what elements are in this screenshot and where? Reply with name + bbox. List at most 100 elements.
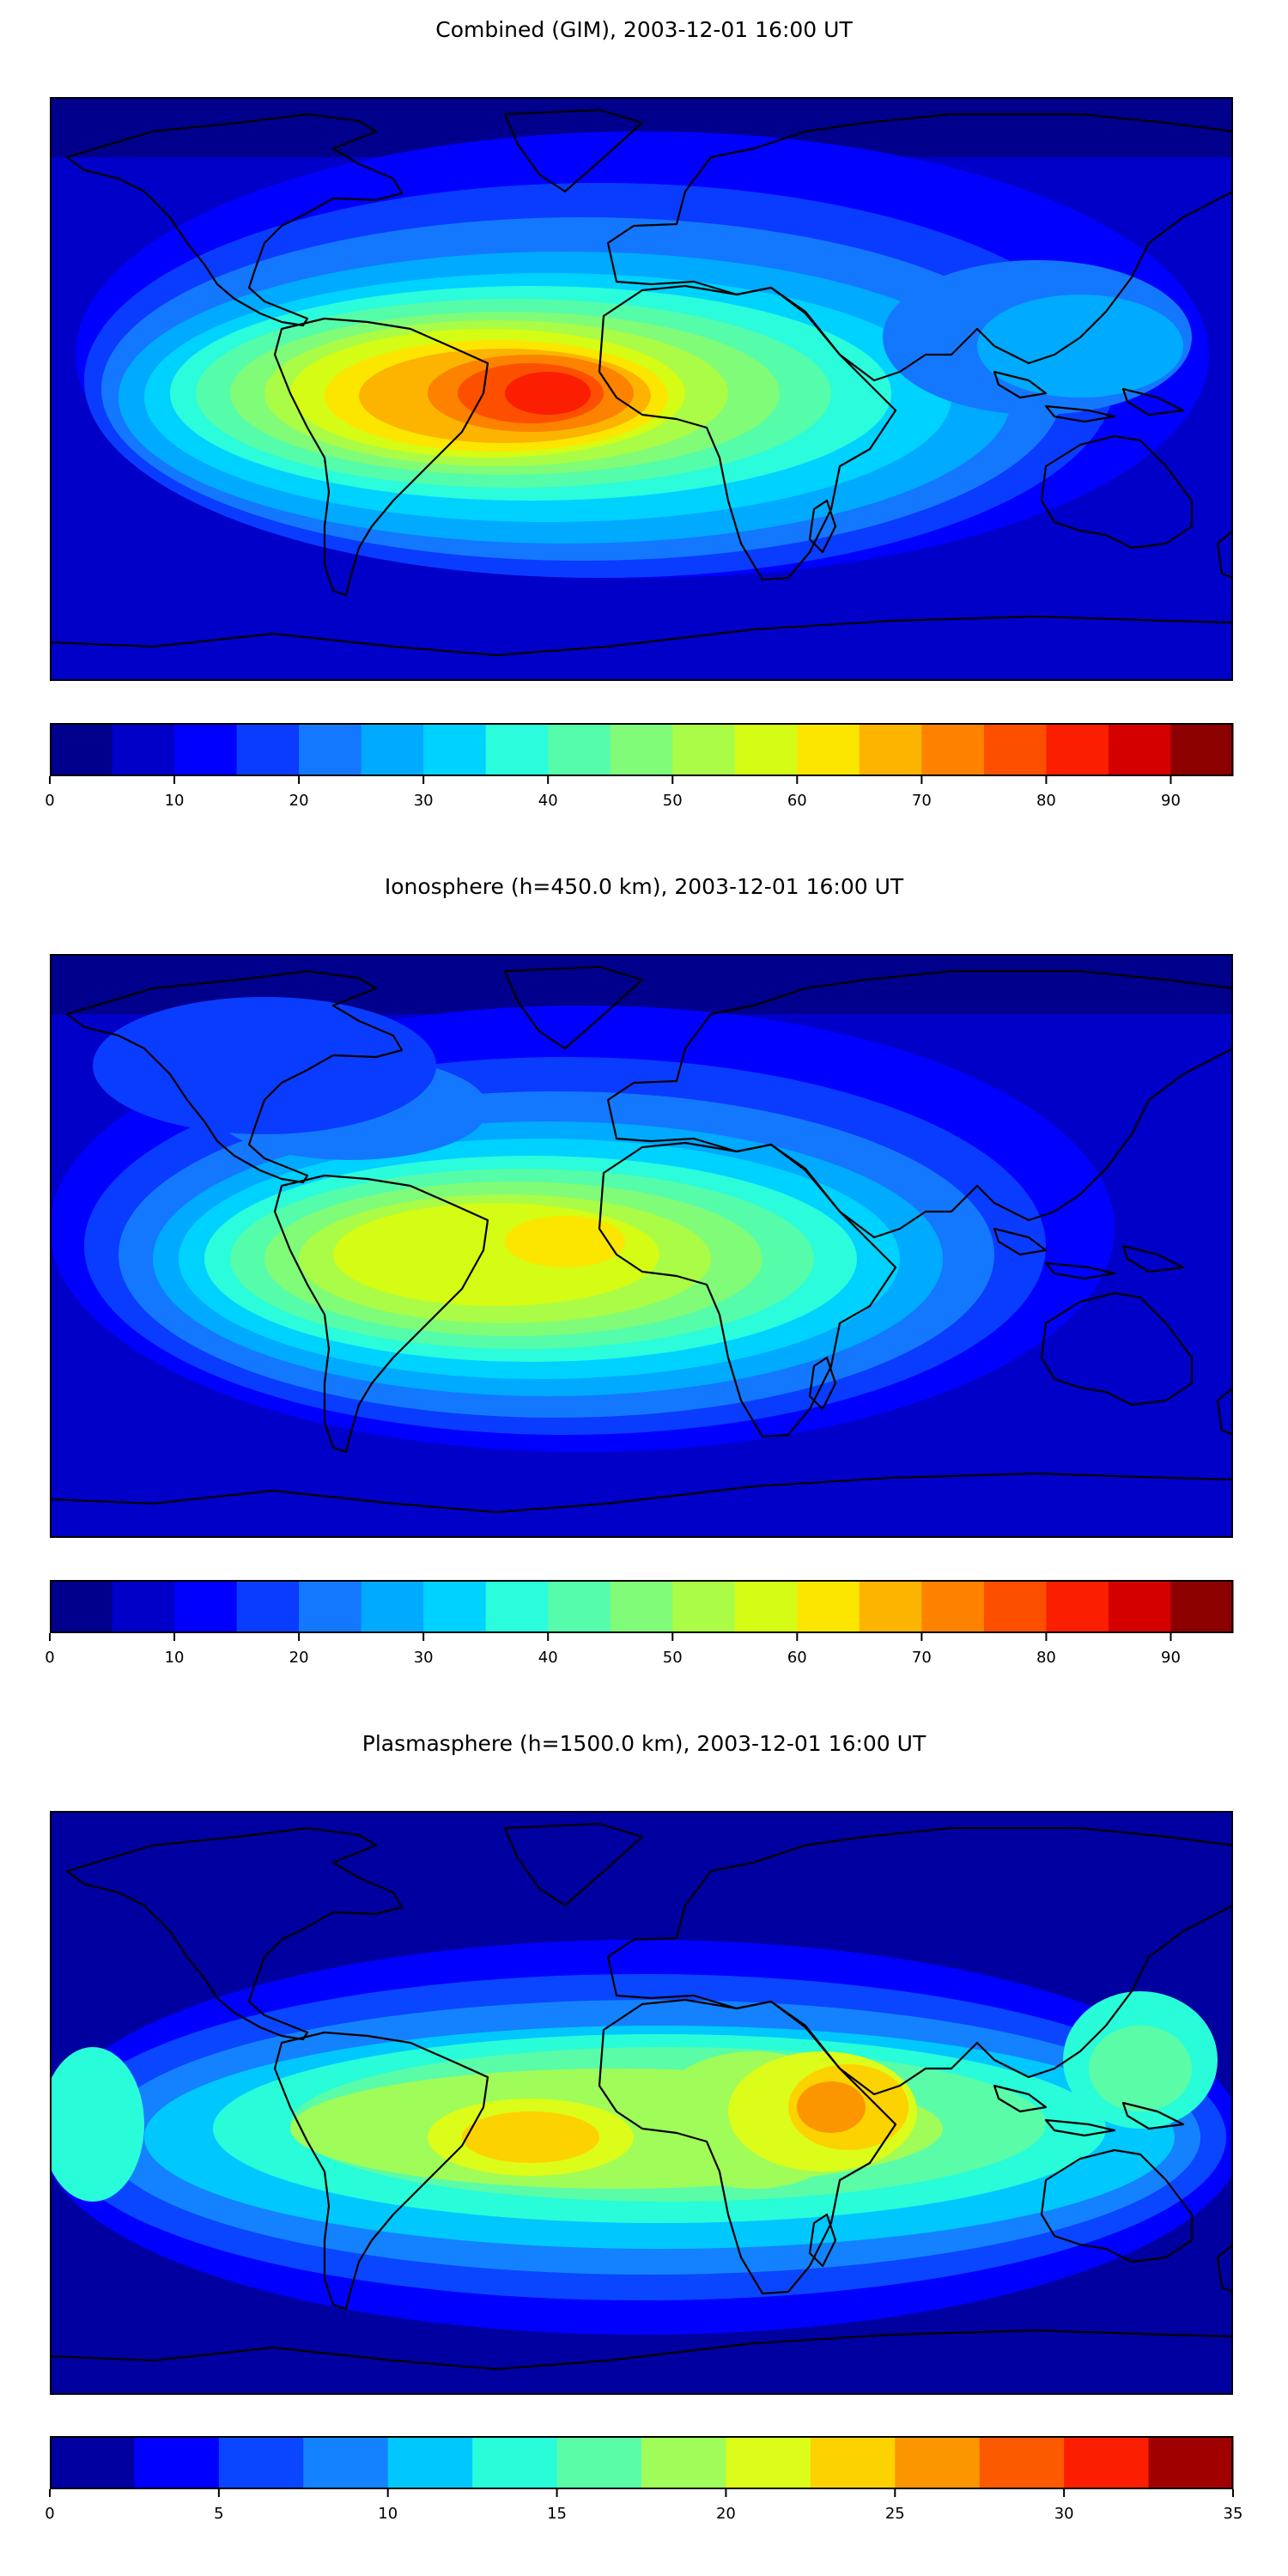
colorbar-tick-label: 30 <box>1054 2505 1074 2523</box>
contour-region <box>505 372 591 415</box>
coastline <box>808 2213 837 2268</box>
colorbar-frame <box>50 1580 1233 1633</box>
colorbar-swatch <box>921 1580 985 1633</box>
colorbar-swatch <box>50 2436 136 2489</box>
colorbar-tick-label: 50 <box>663 792 683 810</box>
colorbar-swatch <box>1170 723 1234 776</box>
colorbar-swatch <box>485 1580 549 1633</box>
colorbar-swatch <box>556 2436 642 2489</box>
map-frame <box>50 1811 1233 2395</box>
colorbar-swatch <box>1108 1580 1172 1633</box>
colorbar-swatch <box>423 723 487 776</box>
colorbar-swatch <box>797 1580 860 1633</box>
colorbar-tick-label: 80 <box>1036 792 1056 810</box>
contour-region <box>50 2047 144 2202</box>
map-plot-area <box>50 97 1233 681</box>
coastline <box>808 499 837 554</box>
colorbar-swatch <box>734 723 798 776</box>
coastline <box>1216 2243 1233 2293</box>
colorbar-tick-label: 70 <box>912 792 932 810</box>
coastline <box>993 1227 1185 1280</box>
colorbar-swatch <box>610 723 673 776</box>
panel-1-colorbar: 0 10 20 30 40 50 60 70 80 90 <box>45 723 1234 810</box>
contour-region <box>1089 2026 1192 2111</box>
colorbar-tick-label: 15 <box>547 2505 567 2523</box>
map-frame <box>50 97 1233 681</box>
colorbar-swatch <box>50 723 113 776</box>
map-frame <box>50 954 1233 1538</box>
colorbar-swatch <box>983 723 1048 776</box>
colorbar-swatch <box>174 723 238 776</box>
colorbar-swatch <box>797 723 860 776</box>
coastline <box>503 965 644 1050</box>
coastline <box>606 112 1233 382</box>
contour-region <box>462 2111 599 2163</box>
colorbar-swatch <box>859 1580 922 1633</box>
coastline <box>273 317 489 597</box>
colorbar-tick-label: 90 <box>1161 792 1181 810</box>
coastline <box>1040 434 1194 550</box>
coastline <box>993 370 1185 423</box>
colorbar-tick-label: 80 <box>1036 1649 1056 1667</box>
panel-1-title: Combined (GIM), 2003-12-01 16:00 UT <box>435 17 853 42</box>
high-latitude-band <box>50 1811 1233 1871</box>
coastline <box>606 969 1233 1239</box>
colorbar-swatch <box>112 723 175 776</box>
colorbar-swatch <box>895 2436 981 2489</box>
colorbar-tick-label: 70 <box>912 1649 932 1667</box>
panel-3-title: Plasmasphere (h=1500.0 km), 2003-12-01 1… <box>361 1731 927 1756</box>
panel-2-title: Ionosphere (h=450.0 km), 2003-12-01 16:0… <box>384 874 904 899</box>
colorbar-swatch <box>112 1580 175 1633</box>
colorbar-swatch <box>810 2436 896 2489</box>
colorbar-tick-label: 60 <box>787 792 807 810</box>
colorbar-swatch <box>1108 723 1172 776</box>
colorbar-swatch <box>610 1580 673 1633</box>
colorbar-swatch <box>548 1580 611 1633</box>
colorbar-tick-label: 10 <box>165 1649 185 1667</box>
colorbar-swatch <box>1046 1580 1109 1633</box>
colorbar-swatch <box>387 2436 473 2489</box>
colorbar-swatch <box>236 1580 300 1633</box>
colorbar-tick-label: 35 <box>1224 2505 1243 2523</box>
colorbar-tick-label: 20 <box>289 792 309 810</box>
colorbar-tick-label: 10 <box>378 2505 398 2523</box>
colorbar-swatch <box>134 2436 220 2489</box>
colorbar-tick-label: 5 <box>214 2505 223 2523</box>
coastline <box>65 1826 404 2041</box>
colorbar-swatch <box>983 1580 1048 1633</box>
colorbar-tick-label: 50 <box>663 1649 683 1667</box>
contour-region <box>977 295 1183 398</box>
colorbar-svg: 0 10 20 30 40 50 60 70 80 90 <box>45 723 1234 810</box>
colorbar-swatch <box>472 2436 558 2489</box>
coastline <box>1216 1386 1233 1437</box>
colorbar-tick-label: 30 <box>414 792 434 810</box>
coastline <box>50 615 1233 681</box>
contour-region <box>93 997 436 1134</box>
colorbar-svg: 0 5 10 15 20 25 30 35 <box>45 2436 1242 2523</box>
colorbar-tick-label: 0 <box>45 2505 54 2523</box>
coastline <box>1040 2148 1194 2263</box>
colorbar-frame <box>50 723 1233 776</box>
coastline <box>606 1826 1233 2096</box>
colorbar-swatch <box>299 1580 362 1633</box>
colorbar-tick-label: 20 <box>289 1649 309 1667</box>
colorbar-tick-label: 90 <box>1161 1649 1181 1667</box>
colorbar-swatch <box>672 1580 736 1633</box>
colorbar-swatch <box>485 723 549 776</box>
coastline <box>808 1356 837 1411</box>
colorbar-tick-label: 40 <box>538 1649 558 1667</box>
colorbar-swatch <box>1046 723 1109 776</box>
colorbar-swatch <box>361 1580 424 1633</box>
colorbar-swatch <box>299 723 362 776</box>
colorbar-tick-label: 0 <box>45 792 54 810</box>
colorbar-swatch <box>236 723 300 776</box>
colorbar-swatch <box>734 1580 798 1633</box>
panel-2-colorbar: 0 10 20 30 40 50 60 70 80 90 <box>45 1580 1234 1667</box>
colorbar-swatch <box>1170 1580 1234 1633</box>
map-plot-area <box>50 1811 1233 2395</box>
contour-region <box>797 2081 866 2133</box>
colorbar-swatch <box>174 1580 238 1633</box>
colorbar-swatch <box>1148 2436 1234 2489</box>
colorbar-tick-label: 25 <box>885 2505 905 2523</box>
coastline <box>50 2329 1233 2395</box>
